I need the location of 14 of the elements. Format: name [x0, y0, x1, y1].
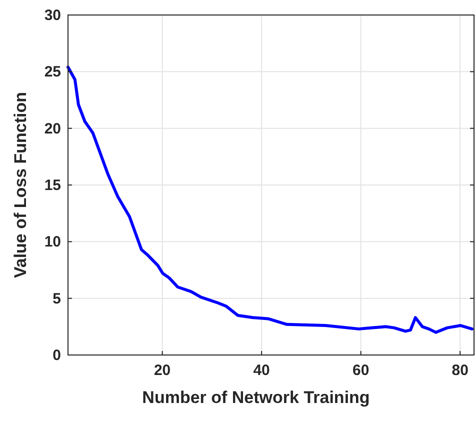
- y-axis-title: Value of Loss Function: [11, 92, 30, 278]
- x-tick-label: 40: [253, 362, 270, 379]
- x-axis-title: Number of Network Training: [142, 388, 370, 407]
- line-series: [66, 66, 474, 334]
- x-tick-label: 60: [352, 362, 370, 379]
- y-tick-label: 10: [44, 234, 61, 251]
- y-tick-label: 30: [44, 7, 61, 24]
- y-tick-label: 5: [52, 290, 61, 308]
- y-tick-label: 20: [44, 120, 61, 138]
- y-tick-label: 15: [44, 177, 61, 194]
- x-tick-label: 20: [154, 362, 171, 379]
- y-tick-label: 25: [44, 64, 61, 81]
- x-tick-label: 80: [452, 362, 468, 379]
- y-tick-label: 0: [52, 347, 61, 364]
